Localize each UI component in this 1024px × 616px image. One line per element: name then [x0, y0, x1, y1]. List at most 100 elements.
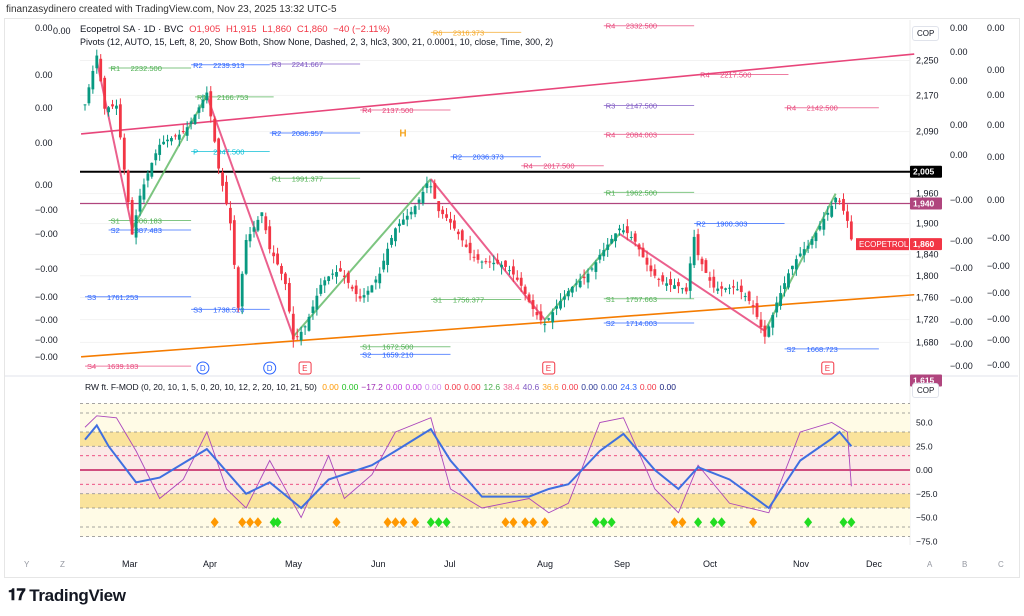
- time-tick-label: May: [285, 559, 303, 569]
- indicator-signal-diamond: [399, 517, 408, 528]
- pivot-price: 2137.500: [382, 106, 413, 115]
- symbol-name[interactable]: Ecopetrol SA · 1D · BVC: [80, 24, 184, 35]
- pivot-price: 1672.500: [382, 343, 413, 352]
- time-tick-label: Jun: [371, 559, 386, 569]
- right-scale-label: 0.00: [950, 23, 968, 33]
- tradingview-logo[interactable]: 𝟏𝟕 TradingView: [8, 586, 126, 606]
- change-value: −40 (−2.11%): [333, 24, 391, 35]
- candle-body: [126, 170, 130, 203]
- candle-body: [849, 221, 853, 240]
- pivot-label: R4: [523, 162, 533, 171]
- right-scale-label: 0.00: [987, 90, 1005, 100]
- candle-body: [618, 228, 621, 231]
- candle-body: [366, 290, 370, 295]
- currency-label[interactable]: COP: [912, 26, 940, 41]
- candle-body: [362, 295, 366, 298]
- price-tag: [910, 197, 942, 210]
- candle-body: [488, 261, 492, 263]
- right-scale-label: −0.00: [950, 339, 973, 349]
- pivot-price: 2084.003: [626, 130, 657, 139]
- right-scale-label: −0.00: [987, 261, 1010, 271]
- pivots-legend[interactable]: Pivots (12, AUTO, 15, Left, 8, 20, Show …: [80, 37, 554, 47]
- candle-body: [677, 282, 680, 287]
- brand-name: TradingView: [29, 586, 126, 605]
- candle-body: [696, 234, 700, 256]
- candle-body: [834, 197, 838, 203]
- candle-body: [99, 58, 103, 82]
- pivot-label: R6: [433, 28, 443, 37]
- right-scale-label: −0.00: [987, 288, 1010, 298]
- candle-body: [394, 228, 397, 242]
- time-tick-label: Aug: [537, 559, 553, 569]
- candle-body: [767, 326, 771, 337]
- indicator-name[interactable]: RW ft. F-MOD (0, 20, 10, 1, 5, 0, 20, 10…: [85, 382, 317, 392]
- price-tick-label: 2,250: [916, 55, 939, 65]
- candle-body: [205, 92, 209, 101]
- left-scale-label: 0.00: [35, 180, 53, 190]
- candle-body: [511, 266, 515, 275]
- pivot-price: 1900.303: [716, 219, 747, 228]
- right-scale-label: 0.00: [987, 120, 1005, 130]
- candle-body: [818, 226, 822, 230]
- right-scale-label: 0.00: [987, 195, 1005, 205]
- candle-body: [794, 259, 798, 270]
- indicator-signal-diamond: [246, 517, 255, 528]
- price-tag-label: 1,860: [913, 239, 935, 249]
- candle-body: [838, 200, 841, 202]
- candle-body: [732, 286, 735, 288]
- upper-trendline: [80, 53, 915, 135]
- pivot-label: R3: [606, 101, 616, 110]
- candle-body: [217, 138, 221, 169]
- candle-body: [492, 262, 496, 265]
- candle-body: [91, 70, 95, 90]
- candle-body: [323, 280, 327, 286]
- candle-body: [107, 107, 110, 113]
- candle-body: [712, 276, 716, 288]
- candle-body: [555, 306, 558, 309]
- pivot-label: S1: [362, 343, 371, 352]
- right-scale-label: −0.00: [987, 335, 1010, 345]
- pivot-price: 2036.373: [472, 153, 503, 162]
- pivot-price: 1761.253: [107, 293, 138, 302]
- indicator-fast-line: [84, 415, 852, 519]
- candle-body: [460, 230, 464, 241]
- candle-body: [111, 104, 114, 107]
- left-scale-label: −0.00: [35, 335, 58, 345]
- candle-body: [185, 127, 189, 136]
- pivot-price: 2047.500: [213, 147, 244, 156]
- low-value: L1,860: [262, 24, 292, 35]
- indicator-value: 0.00: [405, 382, 422, 392]
- event-glyph: E: [825, 364, 830, 373]
- candle-body: [484, 261, 488, 263]
- candle-body: [193, 114, 197, 125]
- candle-body: [771, 314, 775, 328]
- candle-body: [802, 249, 806, 256]
- candle-body: [680, 288, 684, 290]
- candle-body: [445, 214, 448, 218]
- candle-body: [614, 233, 617, 242]
- candle-body: [543, 324, 547, 326]
- axes: 2,250 2,170 2,090 1,960 1,900 1,840 1,800 1,760…: [24, 23, 1010, 569]
- event-badge: [542, 361, 556, 375]
- candle-body: [240, 273, 244, 307]
- time-tick-label: Mar: [122, 559, 138, 569]
- event-badge: [298, 361, 312, 375]
- event-glyph: D: [200, 364, 206, 373]
- right-scale-label: −0.00: [987, 314, 1010, 324]
- indicator-currency-label[interactable]: COP: [912, 383, 940, 398]
- candle-body: [252, 227, 256, 232]
- candle-body: [142, 184, 146, 200]
- candle-body: [158, 144, 162, 155]
- pivot-price: 1714.003: [626, 319, 657, 328]
- axis-letter-button: Z: [60, 560, 65, 569]
- candle-body: [272, 252, 276, 257]
- candle-body: [295, 336, 299, 338]
- candle-body: [606, 244, 610, 250]
- indicator-signal-diamond: [426, 517, 435, 528]
- pivot-price: 1738.520: [213, 305, 244, 314]
- candle-body: [739, 285, 743, 293]
- candle-body: [472, 256, 476, 258]
- price-tags: 2,005 1,940 1,860 1,615 ECOPETROL: [856, 165, 942, 387]
- event-badge: [821, 361, 835, 375]
